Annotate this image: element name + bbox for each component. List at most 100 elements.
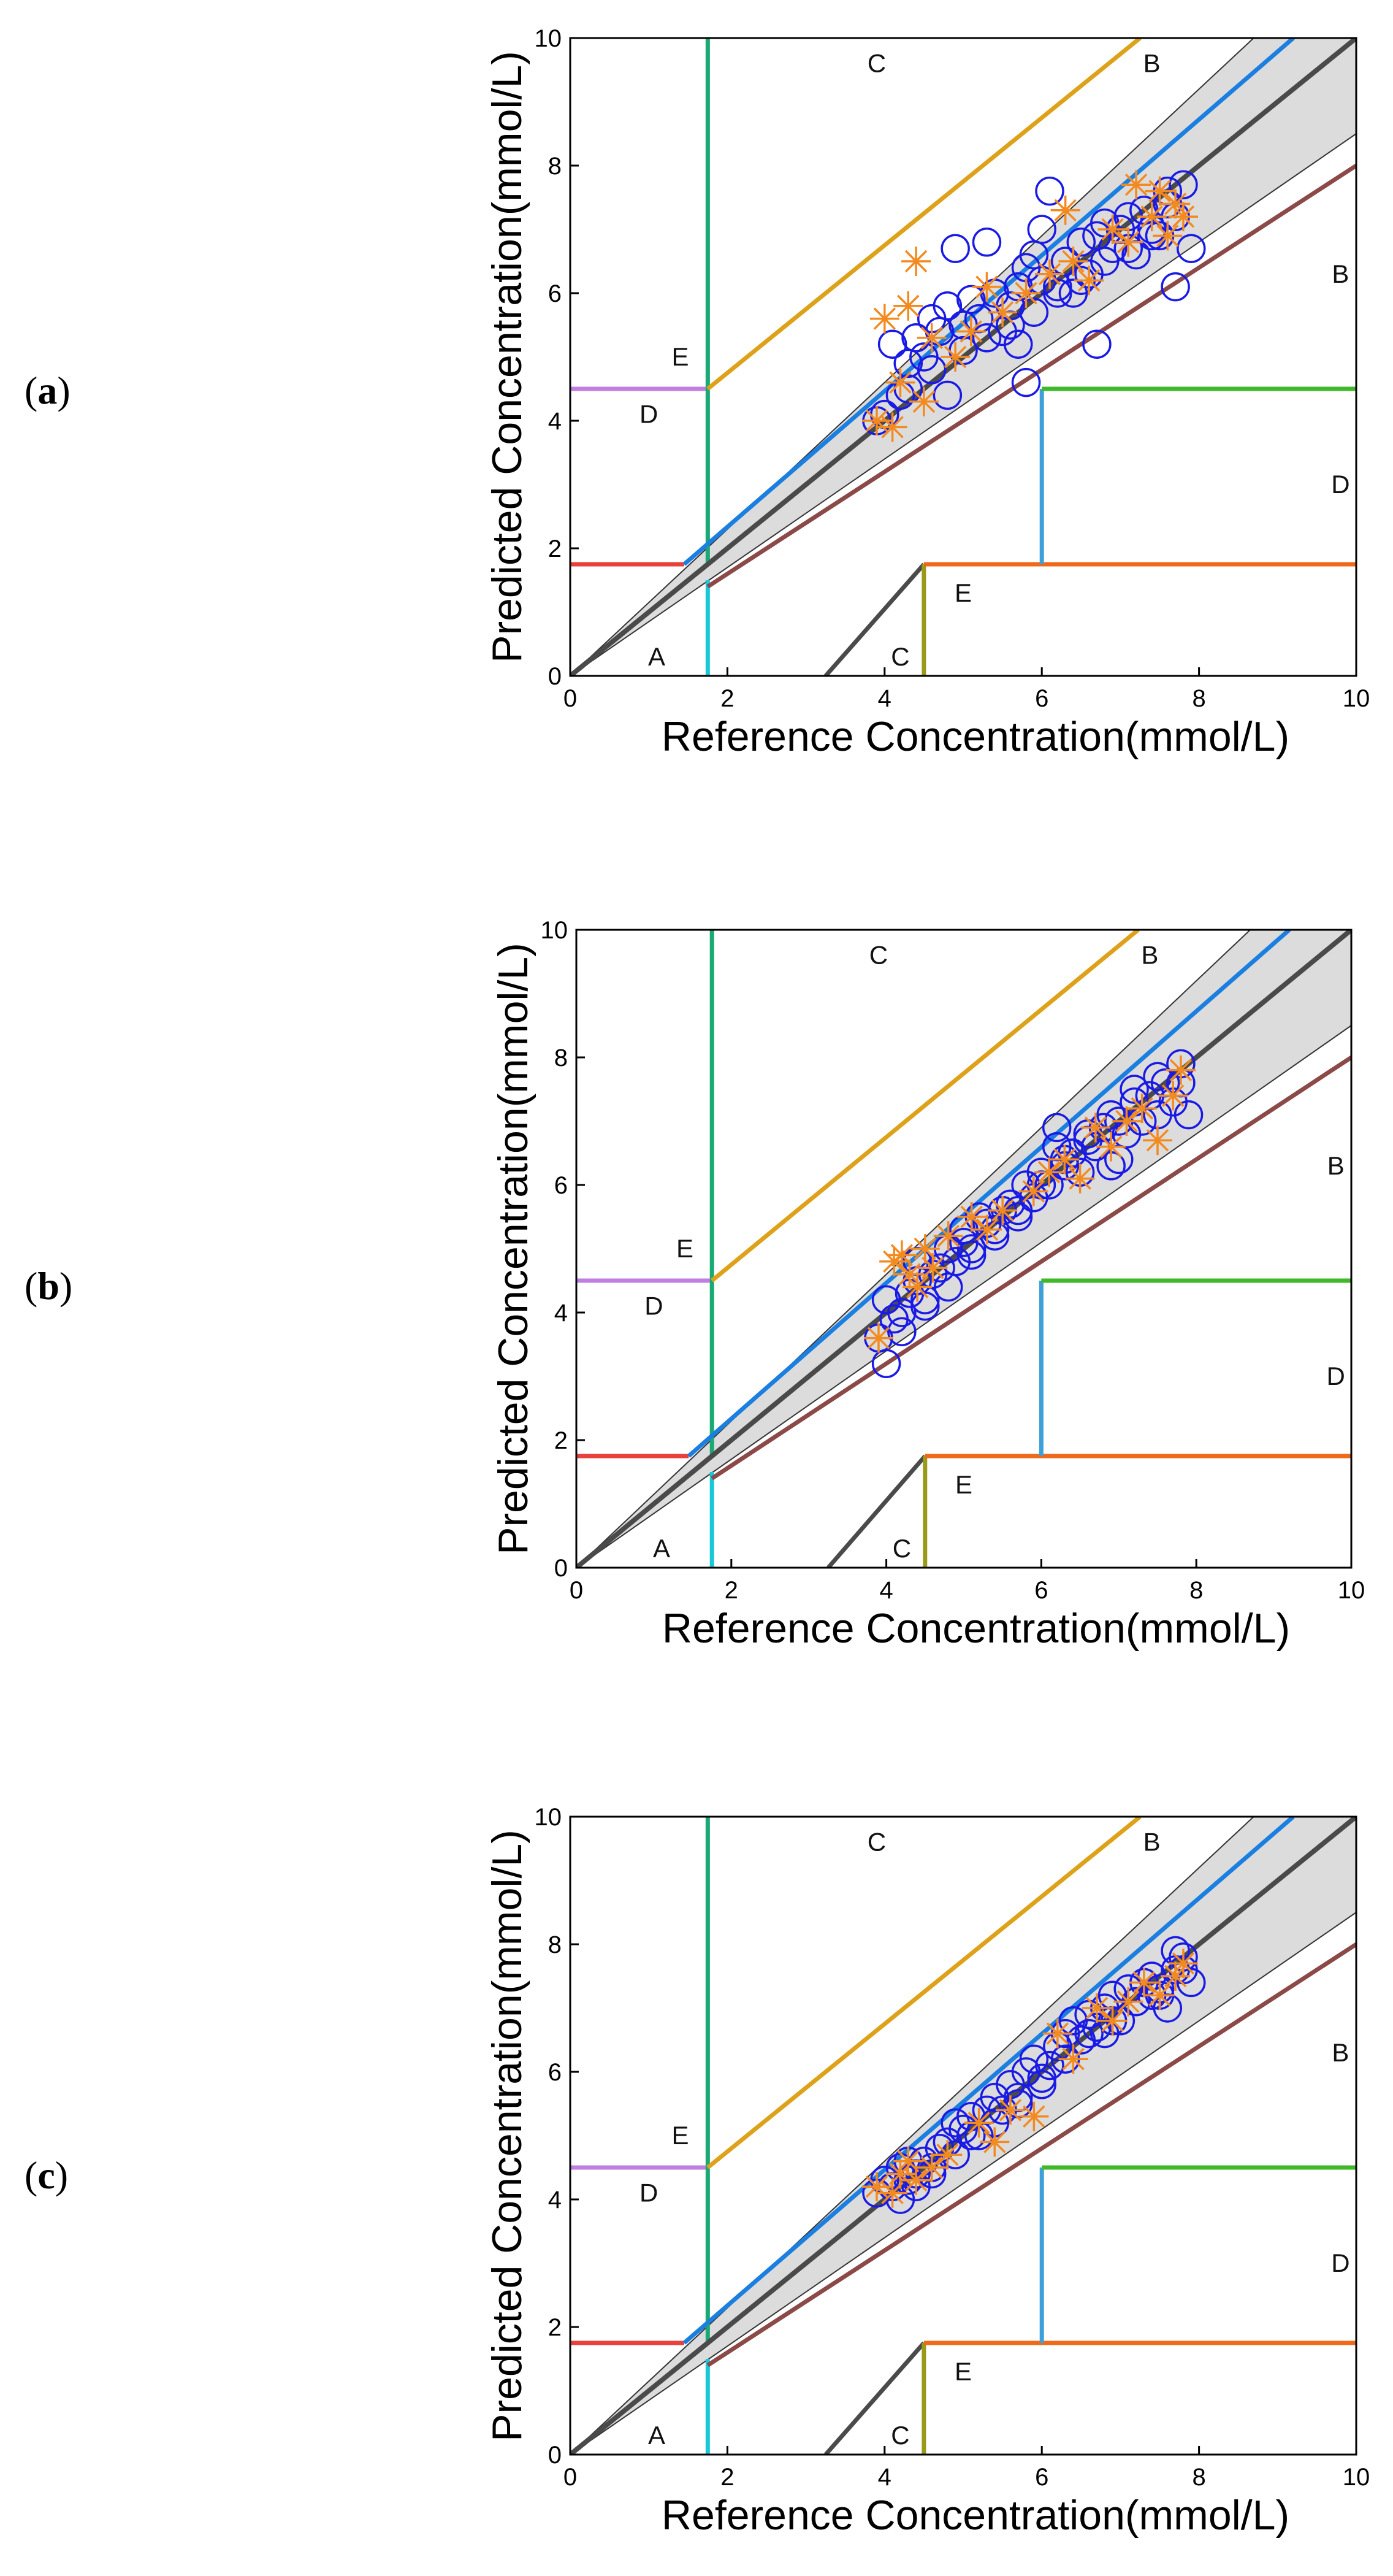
data-point-circle xyxy=(1027,215,1056,244)
zone-label: A xyxy=(648,2421,665,2450)
data-point-asterisk xyxy=(863,1323,893,1353)
x-tick-label: 0 xyxy=(563,2464,577,2491)
data-point-asterisk xyxy=(1018,1176,1048,1206)
x-tick-label: 4 xyxy=(878,685,891,712)
data-point-circle xyxy=(1027,2070,1056,2099)
zone-label: D xyxy=(639,400,658,429)
data-point-circle xyxy=(956,1234,987,1263)
data-point-asterisk xyxy=(909,386,939,416)
y-tick-label: 2 xyxy=(548,535,562,562)
data-point-asterisk xyxy=(1112,1106,1142,1136)
data-point-asterisk xyxy=(1153,221,1183,251)
data-point-asterisk xyxy=(1145,176,1175,206)
clarke-error-grid-c: C B B E D D E C A 0 2 4 6 8 10 0 2 4 6 8 10 Reference Concent… xyxy=(484,1804,1370,2539)
zone-line-a-upper xyxy=(682,38,1295,566)
data-point-asterisk xyxy=(956,1202,987,1232)
y-tick-label: 0 xyxy=(548,2442,562,2469)
identity-line xyxy=(576,930,1351,1568)
data-point-asterisk xyxy=(1082,1993,1112,2023)
data-point-circle xyxy=(1066,228,1096,257)
data-point-circle xyxy=(1169,170,1198,199)
data-point-asterisk xyxy=(1121,170,1151,200)
data-point-asterisk xyxy=(917,323,947,353)
y-axis-label: Predicted Concentration(mmol/L) xyxy=(484,1830,530,2442)
y-axis-label: Predicted Concentration(mmol/L) xyxy=(490,943,536,1555)
zone-label: D xyxy=(1331,2248,1349,2277)
zone-line-b-upper xyxy=(706,38,1142,391)
data-point-circle xyxy=(1177,234,1206,263)
panel-label-a: (a) xyxy=(25,369,71,412)
y-tick-label: 0 xyxy=(554,1555,568,1582)
zone-line-a-upper xyxy=(687,930,1291,1458)
data-point-asterisk xyxy=(1042,2018,1072,2049)
data-point-circle xyxy=(972,228,1002,257)
zone-label: B xyxy=(1332,259,1349,288)
zone-line-b-upper xyxy=(710,930,1140,1282)
data-point-asterisk xyxy=(988,1195,1018,1225)
y-tick-label: 10 xyxy=(535,25,562,52)
x-axis-label: Reference Concentration(mmol/L) xyxy=(662,1605,1290,1652)
data-point-asterisk xyxy=(1096,1132,1126,1162)
x-tick-label: 2 xyxy=(725,1577,738,1604)
zone-label: D xyxy=(1331,470,1349,499)
zone-label: D xyxy=(639,2179,658,2207)
y-tick-label: 8 xyxy=(548,1931,562,1958)
data-point-asterisk xyxy=(1113,1987,1143,2017)
identity-line xyxy=(570,1817,1356,2455)
data-point-asterisk xyxy=(1065,1163,1095,1194)
data-point-asterisk xyxy=(1074,266,1104,296)
data-point-asterisk xyxy=(933,1221,963,1251)
data-point-circle xyxy=(933,1272,963,1302)
y-tick-label: 6 xyxy=(548,280,562,307)
data-point-circle xyxy=(1174,1100,1204,1130)
data-point-asterisk xyxy=(1058,2044,1088,2074)
x-tick-label: 8 xyxy=(1189,1577,1203,1604)
data-point-asterisk xyxy=(1145,1980,1175,2011)
zone-label: D xyxy=(1327,1362,1345,1390)
data-point-circle xyxy=(1019,297,1049,327)
x-axis-label: Reference Concentration(mmol/L) xyxy=(662,2492,1289,2539)
data-point-circle xyxy=(917,355,947,385)
data-point-asterisk xyxy=(1158,1081,1188,1111)
y-tick-label: 6 xyxy=(548,2059,562,2086)
data-point-asterisk xyxy=(980,2127,1010,2157)
data-point-asterisk xyxy=(1011,278,1041,308)
data-point-circle xyxy=(887,1317,917,1346)
zone-label: C xyxy=(868,1828,886,1857)
zone-line-a-upper xyxy=(682,1817,1295,2345)
data-point-asterisk xyxy=(1019,2101,1049,2131)
panel-label-c: (c) xyxy=(25,2153,69,2197)
data-point-circle xyxy=(941,234,970,263)
y-tick-label: 8 xyxy=(548,153,562,180)
data-point-asterisk xyxy=(1058,247,1088,276)
x-tick-label: 6 xyxy=(1034,1577,1048,1604)
data-point-circle xyxy=(871,1349,901,1378)
zone-label: C xyxy=(891,2421,909,2450)
zone-label: E xyxy=(955,2357,972,2386)
zone-label: E xyxy=(671,2121,689,2150)
data-point-circle xyxy=(972,323,1002,353)
zone-line-a-lower xyxy=(706,1942,1356,2367)
data-point-circle xyxy=(1120,1075,1149,1104)
zone-label: A xyxy=(648,642,665,671)
x-axis-label: Reference Concentration(mmol/L) xyxy=(662,713,1289,760)
y-tick-label: 4 xyxy=(548,2187,562,2214)
data-point-asterisk xyxy=(1137,202,1167,232)
y-tick-label: 2 xyxy=(554,1427,568,1454)
y-tick-label: 10 xyxy=(541,917,568,944)
data-point-asterisk xyxy=(1050,195,1080,225)
data-point-asterisk xyxy=(917,2153,947,2182)
zone-line-a-lower xyxy=(711,1056,1351,1481)
data-point-asterisk xyxy=(1034,1157,1064,1187)
zone-label: B xyxy=(1327,1151,1345,1180)
zone-label: E xyxy=(671,342,689,371)
x-tick-label: 10 xyxy=(1343,685,1370,712)
data-point-asterisk xyxy=(877,412,907,442)
data-point-asterisk xyxy=(903,1272,933,1302)
data-point-asterisk xyxy=(918,1253,948,1283)
data-point-asterisk xyxy=(1168,1949,1198,1979)
